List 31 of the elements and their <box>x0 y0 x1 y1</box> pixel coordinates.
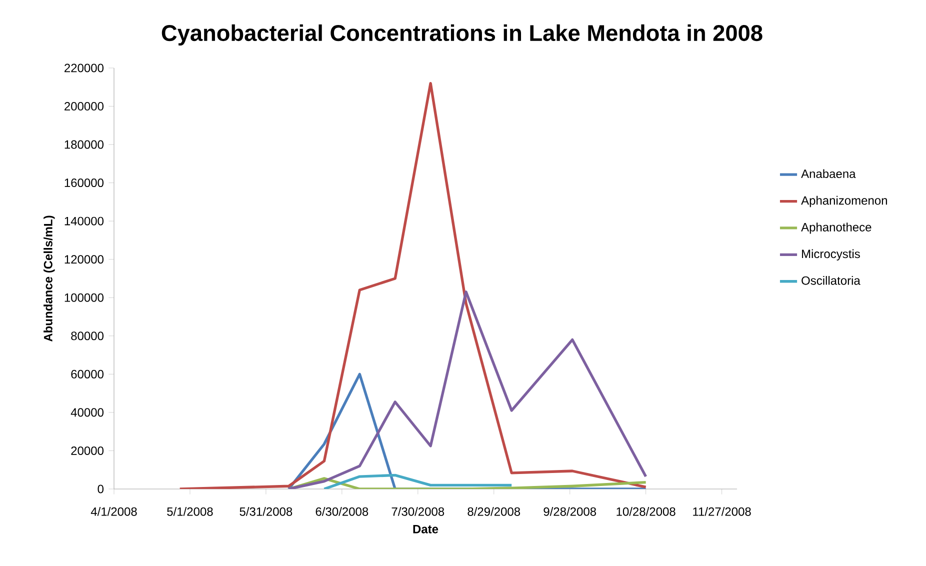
y-tick-label: 220000 <box>64 64 104 72</box>
line-series <box>287 290 648 489</box>
y-tick-label: 200000 <box>64 102 104 111</box>
legend-label: Microcystis <box>802 249 860 260</box>
x-tick-label: 9/28/2008 <box>544 507 596 516</box>
legend-label: Anabaena <box>801 169 856 178</box>
legend-label: Aphanizomenon <box>801 196 887 208</box>
y-tick-label: 40000 <box>70 408 104 417</box>
y-tick-label: 120000 <box>64 255 104 264</box>
y-tick-label: 140000 <box>64 216 104 226</box>
y-tick-label: 80000 <box>71 332 104 340</box>
x-tick-label: 4/1/2008 <box>90 507 137 516</box>
chart-title: Cyanobacterial Concentrations in Lake Mendota in 2008 <box>162 24 762 46</box>
legend-label: Aphanothece <box>801 222 872 234</box>
y-tick-label: 60000 <box>71 370 104 378</box>
x-tick-label: 5/31/2008 <box>240 507 292 516</box>
y-tick-label: 180000 <box>64 140 104 149</box>
x-tick-label: 5/1/2008 <box>167 507 213 516</box>
legend-label: Oscillatoria <box>802 276 860 285</box>
x-tick-label: 6/30/2008 <box>316 507 368 516</box>
x-axis-title: Date <box>413 524 438 534</box>
x-tick-label: 8/29/2008 <box>468 507 520 516</box>
x-tick-label: 11/27/2008 <box>693 507 751 516</box>
y-tick-label: 160000 <box>64 178 104 188</box>
x-tick-label: 10/28/2008 <box>616 507 676 516</box>
y-tick-label: 20000 <box>71 446 104 455</box>
y-tick-label: 100000 <box>64 293 104 302</box>
line-series <box>178 82 648 489</box>
x-tick-label: 7/30/2008 <box>392 507 444 516</box>
y-axis-title: Abundance (Cells/mL) <box>44 216 55 342</box>
y-tick-label: 0 <box>98 484 104 494</box>
